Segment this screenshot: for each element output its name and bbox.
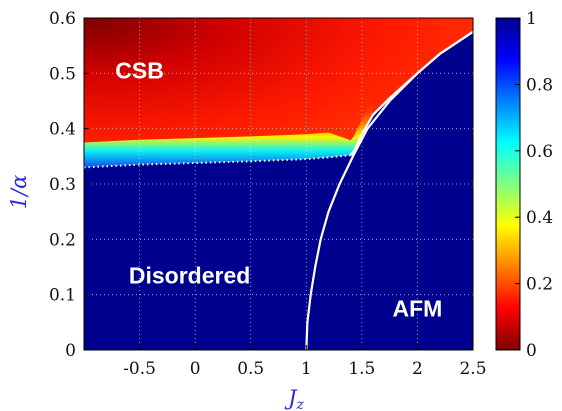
grid-lines (84, 18, 473, 350)
region-labels: CSB Disordered AFM (115, 58, 442, 322)
x-tick-label: -0.5 (123, 359, 156, 379)
y-tick-label: 0.1 (49, 286, 76, 306)
x-tick-label: 1 (301, 359, 312, 379)
region-label: Disordered (129, 262, 250, 288)
csb-boundary-dotted-line (84, 154, 351, 169)
colorbar (495, 17, 521, 351)
csb-transition-edge (84, 99, 373, 168)
colorbar-tick-label: 1 (526, 9, 537, 29)
x-axis-label-main: J (284, 386, 298, 410)
colorbar-tick-label: 0 (526, 341, 537, 361)
y-tick-label: 0.2 (49, 230, 76, 250)
x-tick-label: 2.5 (459, 359, 486, 379)
region-label: CSB (115, 58, 164, 84)
colorbar-tick-label: 0.2 (526, 275, 553, 295)
x-tick-label: 0 (190, 359, 201, 379)
y-tick-label: 0.6 (49, 9, 76, 29)
csb-region (84, 18, 473, 168)
x-axis-ticks: -0.5 0 0.5 1 1.5 2 2.5 (123, 345, 487, 379)
x-tick-label: 2 (412, 359, 423, 379)
plot-area (84, 18, 473, 350)
colorbar-tick-label: 0.8 (526, 75, 553, 95)
x-axis-label: Jz (284, 386, 304, 411)
y-axis-label: 1/α (7, 175, 31, 210)
y-tick-label: 0 (65, 341, 76, 361)
region-label: AFM (393, 296, 443, 322)
x-tick-label: 0.5 (237, 359, 264, 379)
upper-boundary-line (349, 30, 473, 156)
colorbar-ticks: 0 0.2 0.4 0.6 0.8 1 (515, 9, 553, 361)
x-tick-label: 1.5 (348, 359, 375, 379)
x-axis-label-sub: z (296, 397, 305, 411)
colorbar-tick-label: 0.6 (526, 142, 553, 162)
colorbar-tick-label: 0.4 (526, 208, 553, 228)
y-tick-label: 0.5 (49, 64, 76, 84)
y-axis-ticks: 0 0.1 0.2 0.3 0.4 0.5 0.6 (49, 9, 89, 361)
y-tick-label: 0.3 (49, 175, 76, 195)
y-tick-label: 0.4 (49, 120, 76, 140)
